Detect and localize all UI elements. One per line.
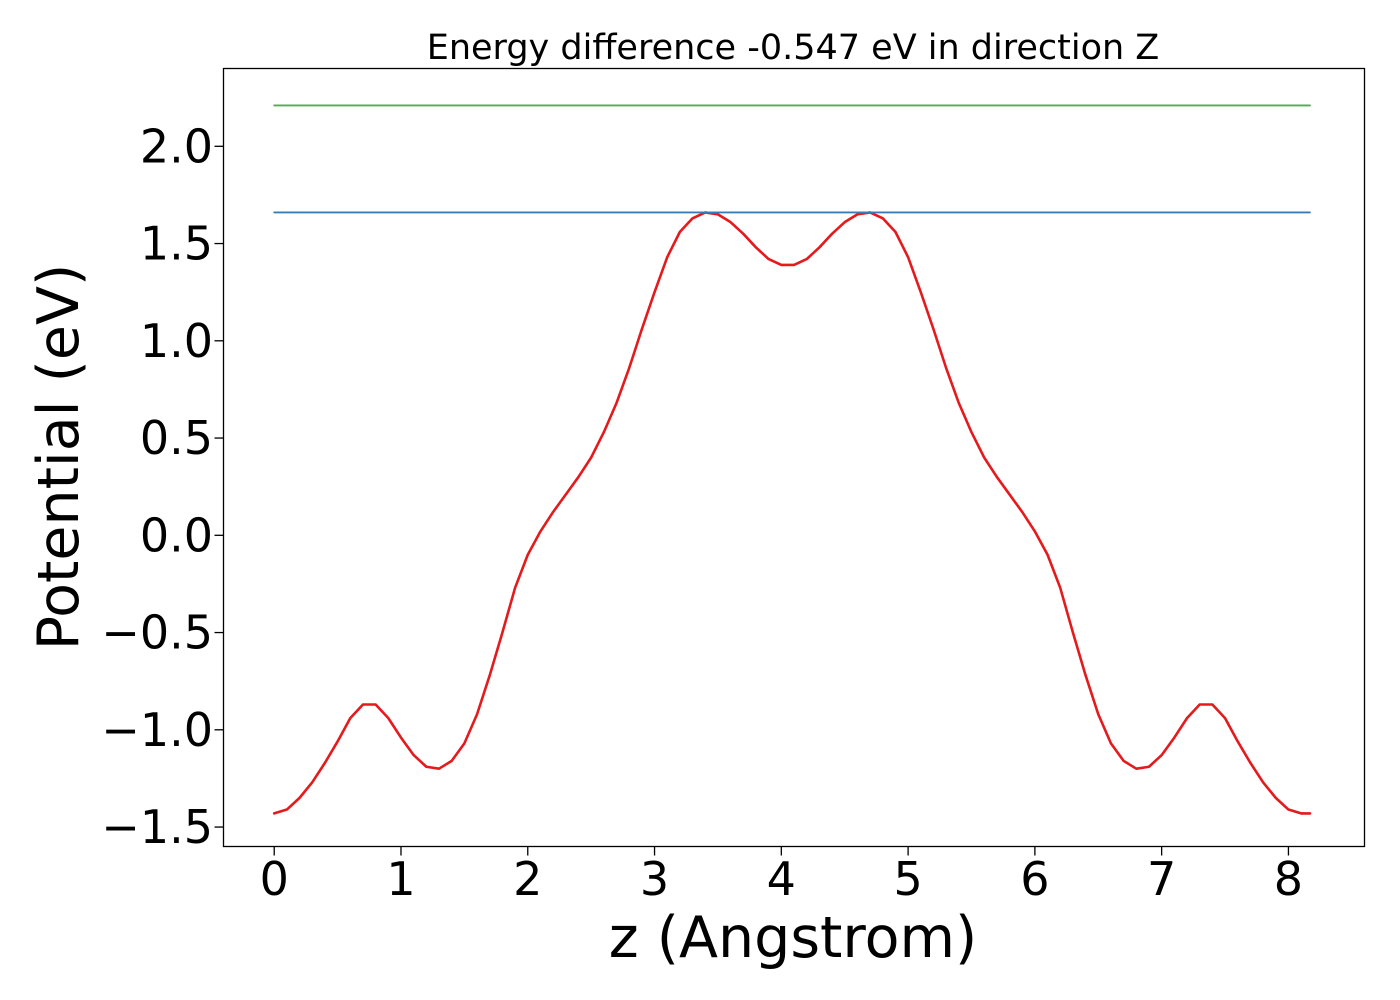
x-tick-label: 8 bbox=[1274, 852, 1303, 906]
x-tick-label: 2 bbox=[513, 852, 542, 906]
y-tick-label: −1.5 bbox=[101, 800, 213, 854]
x-tick-label: 6 bbox=[1020, 852, 1049, 906]
y-tick-label: 2.0 bbox=[140, 119, 213, 173]
x-axis-label: z (Angstrom) bbox=[609, 905, 977, 971]
y-tick-label: −1.0 bbox=[101, 703, 213, 757]
axes-frame bbox=[222, 67, 1366, 848]
x-tick-label: 0 bbox=[260, 852, 289, 906]
x-axis-ticks: 0 1 2 3 4 5 6 7 8 bbox=[260, 846, 1303, 906]
plot-area bbox=[272, 104, 1312, 815]
x-tick-label: 3 bbox=[640, 852, 669, 906]
potential-curve-line bbox=[272, 211, 1312, 815]
x-tick-label: 4 bbox=[767, 852, 796, 906]
chart-title: Energy difference -0.547 eV in direction… bbox=[427, 28, 1160, 68]
y-tick-label: 0.0 bbox=[140, 508, 213, 562]
y-tick-label: −0.5 bbox=[101, 606, 213, 660]
y-axis-ticks: −1.5 −1.0 −0.5 0.0 0.5 1.0 1.5 2.0 bbox=[101, 119, 224, 854]
y-axis-label: Potential (eV) bbox=[26, 264, 92, 650]
y-tick-label: 1.0 bbox=[140, 314, 213, 368]
x-tick-label: 1 bbox=[386, 852, 415, 906]
x-tick-label: 5 bbox=[893, 852, 922, 906]
y-tick-label: 1.5 bbox=[140, 217, 213, 271]
x-tick-label: 7 bbox=[1147, 852, 1176, 906]
y-tick-label: 0.5 bbox=[140, 411, 213, 465]
